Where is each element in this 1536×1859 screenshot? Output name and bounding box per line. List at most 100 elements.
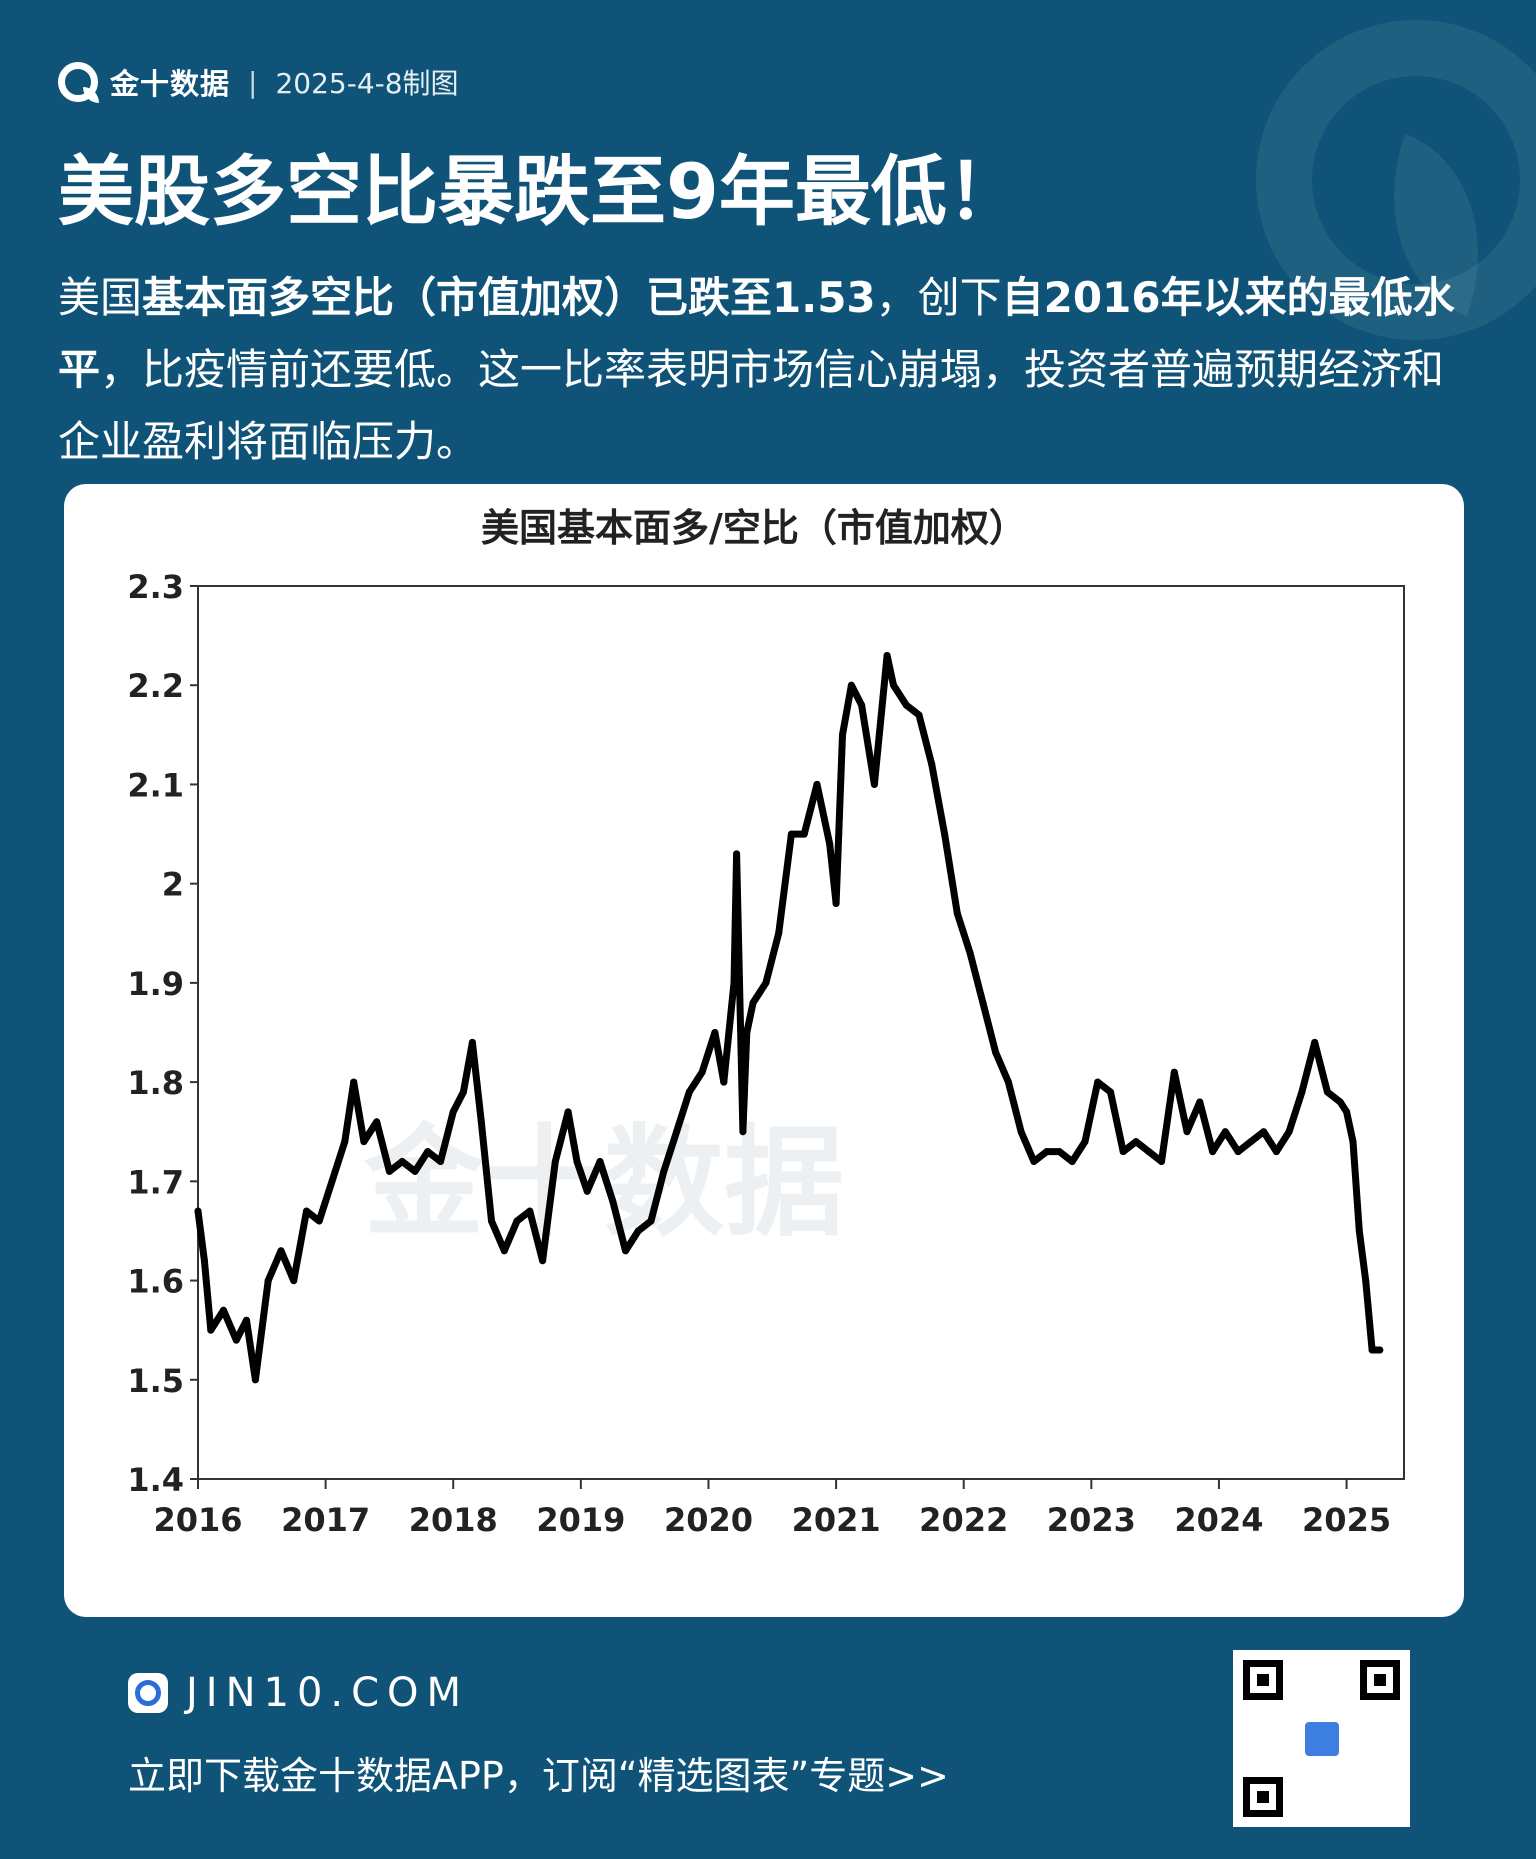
data-point [743, 1029, 751, 1036]
summary-bold-2: 自2016年以来的最低水平 [58, 273, 1455, 394]
data-point [1132, 1138, 1140, 1146]
data-point [941, 830, 949, 838]
data-point [1355, 1227, 1363, 1235]
data-point [488, 1217, 495, 1225]
y-tick-label: 2.1 [127, 766, 184, 804]
x-tick-label: 2018 [409, 1501, 498, 1539]
data-point [730, 979, 738, 987]
data-point [660, 1167, 668, 1175]
data-point [839, 731, 846, 739]
data-point [1272, 1148, 1280, 1156]
data-point [200, 1257, 208, 1265]
data-point [1017, 1128, 1025, 1136]
x-tick-label: 2020 [664, 1501, 753, 1539]
data-point [1170, 1068, 1178, 1076]
y-tick-label: 1.7 [127, 1163, 184, 1201]
data-point [341, 1138, 349, 1146]
data-point [1081, 1138, 1089, 1146]
data-point [315, 1217, 323, 1225]
data-point [1323, 1088, 1331, 1096]
data-point [966, 949, 974, 957]
x-tick-label: 2023 [1047, 1501, 1136, 1539]
data-point [1311, 1038, 1319, 1046]
data-point [303, 1207, 310, 1215]
data-point [634, 1227, 642, 1235]
data-point [1030, 1158, 1038, 1165]
data-point [1362, 1277, 1370, 1285]
data-point [749, 999, 757, 1007]
y-tick-label: 2.2 [127, 667, 184, 705]
data-point [411, 1167, 419, 1175]
data-point [1247, 1138, 1255, 1146]
data-point [373, 1118, 381, 1126]
data-point [1119, 1148, 1127, 1156]
data-point [513, 1217, 521, 1225]
data-point [398, 1158, 406, 1165]
data-point [1158, 1158, 1165, 1165]
data-point [437, 1158, 444, 1165]
qr-code[interactable] [1233, 1650, 1410, 1827]
x-tick-label: 2021 [792, 1501, 881, 1539]
data-point [1055, 1148, 1063, 1156]
data-point [290, 1277, 298, 1285]
x-tick-label: 2022 [919, 1501, 1008, 1539]
data-point [685, 1088, 693, 1096]
data-point [328, 1177, 336, 1185]
data-point [1298, 1088, 1306, 1096]
data-point [1068, 1158, 1076, 1165]
data-point [787, 830, 795, 838]
chart-title: 美国基本面多/空比（市值加权） [481, 506, 1027, 550]
data-point [720, 1078, 728, 1086]
data-point [564, 1108, 572, 1116]
data-point [847, 681, 855, 689]
data-point [1221, 1128, 1229, 1136]
summary-part-1: 美国 [58, 273, 143, 322]
y-tick-label: 1.8 [127, 1064, 184, 1102]
footer: JIN10.COM 立即下载金十数据APP，订阅“精选图表”专题>> [0, 1640, 1536, 1859]
data-point [826, 840, 834, 848]
data-point [477, 1118, 485, 1126]
plot-area: 1.4 1.5 1.6 1.7 1.8 1.9 2 2.1 2.2 2.3 2016 2017 2018… [127, 568, 1405, 1539]
data-point [1336, 1098, 1344, 1106]
data-point [468, 1038, 476, 1046]
download-cta[interactable]: 立即下载金十数据APP，订阅“精选图表”专题>> [128, 1754, 949, 1798]
data-point [385, 1167, 393, 1175]
chart-card: 金十数据 美国基本面多/空比（市值加权） 1.4 1.5 1.6 1.7 1.8 1.9 2… [64, 484, 1464, 1617]
data-point [1376, 1346, 1384, 1354]
data-point [360, 1138, 368, 1146]
data-point [870, 780, 878, 788]
data-point [890, 681, 897, 689]
summary-part-2: ，创下 [875, 273, 1002, 322]
y-tick-label: 2.3 [127, 568, 184, 606]
data-point [622, 1247, 629, 1255]
data-point [1183, 1128, 1191, 1136]
data-point [673, 1128, 681, 1136]
data-point [207, 1326, 215, 1334]
data-point [251, 1376, 259, 1384]
summary-text: 美国基本面多空比（市值加权）已跌至1.53，创下自2016年以来的最低水平，比疫… [58, 262, 1478, 478]
data-point [733, 850, 741, 858]
jin10-logo-icon [58, 62, 99, 103]
data-point [992, 1048, 1000, 1056]
site-link[interactable]: JIN10.COM [128, 1670, 469, 1716]
x-tick-label: 2017 [281, 1501, 370, 1539]
x-tick-label: 2016 [153, 1501, 242, 1539]
x-tick-label: 2019 [536, 1501, 625, 1539]
plot-frame [197, 585, 1405, 1480]
data-point [573, 1158, 581, 1165]
data-point [979, 999, 987, 1007]
headline: 美股多空比暴跌至9年最低！ [58, 147, 1023, 236]
brand-separator: | [248, 65, 258, 99]
y-tick-label: 1.6 [127, 1263, 184, 1301]
summary-part-3: ，比疫情前还要低。这一比率表明市场信心崩塌，投资者普遍预期经济和企业盈利将面临压… [58, 345, 1445, 466]
data-point [698, 1068, 706, 1076]
data-point [1196, 1098, 1204, 1106]
data-point [539, 1257, 547, 1265]
data-point [1349, 1138, 1357, 1146]
data-point [1043, 1148, 1051, 1156]
data-point [832, 900, 840, 907]
data-point [813, 780, 821, 788]
data-point [902, 701, 910, 709]
data-point [449, 1108, 457, 1116]
data-point [1004, 1078, 1012, 1086]
